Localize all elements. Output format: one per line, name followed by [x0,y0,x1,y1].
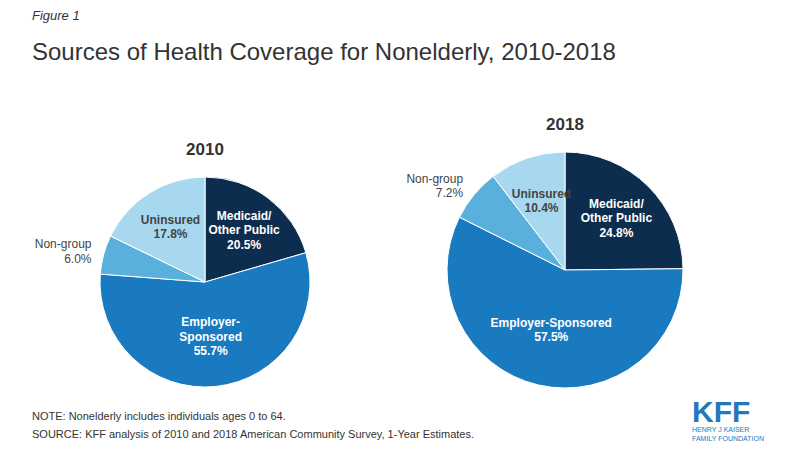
data-label: Employer-Sponsored57.5% [491,316,612,344]
data-label-line: 7.2% [436,186,464,200]
data-label-line: Medicaid/ [589,197,644,211]
data-label-line: Non-group [406,172,463,186]
pie-labels: Medicaid/Other Public24.8% Employer-Spons… [406,172,652,344]
data-label-line: Uninsured [141,213,200,227]
note: NOTE: Nonelderly includes individuals ag… [32,410,286,422]
data-label: Medicaid/Other Public24.8% [581,197,653,240]
pie-title: 2010 [186,140,224,159]
data-label-line: 10.4% [524,201,558,215]
data-label-line: 55.7% [194,344,228,358]
logo-subtext: HENRY J KAISER FAMILY FOUNDATION [692,426,764,442]
data-label: Medicaid/Other Public20.5% [208,209,280,252]
pie-slice [565,152,683,270]
data-label-line: Sponsored [179,330,242,344]
pie-group [447,152,683,388]
data-label: Non-group6.0% [35,237,92,265]
pie-slice [493,152,565,270]
data-label-line: Uninsured [512,187,571,201]
data-label-line: 17.8% [153,227,187,241]
pie-group [100,177,310,387]
data-label-line: Medicaid/ [217,209,272,223]
data-label: Employer-Sponsored55.7% [179,315,242,358]
chart-container: Figure 1 Sources of Health Coverage for N… [0,0,800,450]
data-label-line: 57.5% [534,330,568,344]
data-label-line: Other Public [208,223,280,237]
logo-subtext-line: HENRY J KAISER [692,426,749,433]
logo-text: KFF [692,395,750,428]
data-label: Uninsured17.8% [141,213,200,241]
data-label: Uninsured10.4% [512,187,571,215]
data-label-line: 24.8% [599,226,633,240]
data-label-line: 6.0% [64,252,92,266]
data-label-line: 20.5% [227,238,261,252]
pie-slice [111,177,205,282]
source-note: SOURCE: KFF analysis of 2010 and 2018 Am… [32,428,474,440]
figure-label: Figure 1 [32,8,80,23]
pie-title: 2018 [546,115,584,134]
data-label-line: Other Public [581,211,653,225]
logo-subtext-line: FAMILY FOUNDATION [692,435,764,442]
chart-svg: Figure 1 Sources of Health Coverage for N… [0,0,800,450]
data-label: Non-group7.2% [406,172,463,200]
title: Sources of Health Coverage for Nonelderl… [32,38,616,65]
data-label-line: Non-group [35,237,92,251]
data-label-line: Employer- [181,315,240,329]
data-label-line: Employer-Sponsored [491,316,612,330]
pie-labels: Medicaid/Other Public20.5% Employer-Spons… [35,209,280,358]
